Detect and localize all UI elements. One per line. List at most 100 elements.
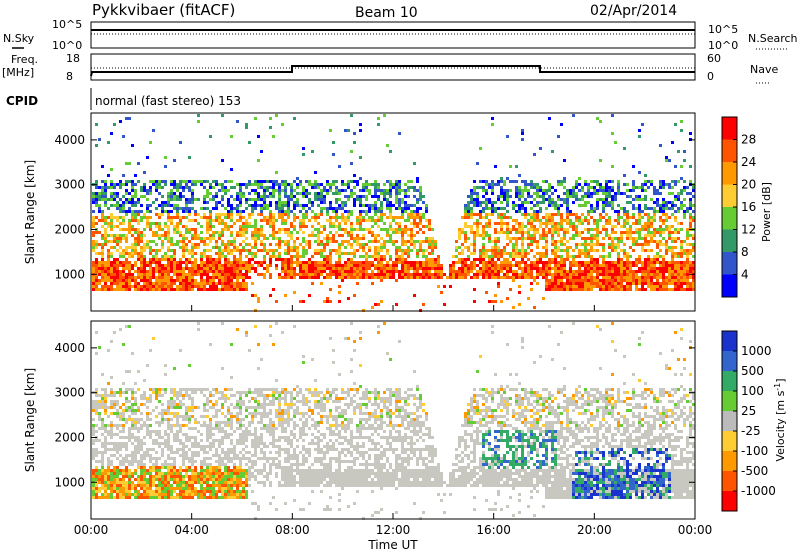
power-cell (107, 234, 110, 237)
power-cell (623, 231, 626, 234)
power-cell (539, 186, 542, 189)
power-cell (335, 186, 338, 189)
power-cell (551, 273, 554, 276)
power-cell (527, 264, 530, 267)
power-cell (410, 243, 413, 246)
power-cell (602, 282, 605, 285)
power-cell (437, 273, 440, 276)
velocity-cell (101, 469, 104, 472)
power-cell (566, 252, 569, 255)
power-cell (431, 252, 434, 255)
power-cell (551, 234, 554, 237)
velocity-cell (134, 424, 137, 427)
power-cell (557, 279, 560, 282)
power-cell (686, 228, 689, 231)
power-cell (167, 234, 170, 237)
power-cell (407, 204, 410, 207)
power-cell (188, 213, 191, 216)
power-cell (194, 183, 197, 186)
power-cell (680, 189, 683, 192)
power-cell (677, 279, 680, 282)
power-cell (422, 195, 425, 198)
power-cell (233, 207, 236, 210)
power-cell (500, 219, 503, 222)
power-cell (521, 249, 524, 252)
power-cell (473, 222, 476, 225)
power-cell (383, 189, 386, 192)
power-cell (641, 216, 644, 219)
power-cell (374, 255, 377, 258)
power-cell (560, 276, 563, 279)
power-cell (224, 189, 227, 192)
power-cell (515, 189, 518, 192)
power-cell (593, 270, 596, 273)
power-cell (614, 279, 617, 282)
power-cell (590, 264, 593, 267)
power-cell (173, 255, 176, 258)
power-cell (287, 267, 290, 270)
power-cell (116, 279, 119, 282)
power-cell (125, 285, 128, 288)
power-cell (236, 276, 239, 279)
power-cell (281, 261, 284, 264)
power-cell (308, 201, 311, 204)
power-cell (137, 258, 140, 261)
power-cell (608, 252, 611, 255)
power-cell (413, 267, 416, 270)
power-cell (176, 225, 179, 228)
power-cell (692, 186, 695, 189)
velocity-cell (101, 451, 104, 454)
velocity-cell (95, 412, 98, 415)
power-cell (191, 255, 194, 258)
power-cell (464, 204, 467, 207)
power-cell (614, 264, 617, 267)
velocity-cell (107, 442, 110, 445)
power-cell (191, 219, 194, 222)
power-cell (476, 225, 479, 228)
power-cell (569, 213, 572, 216)
power-cell (404, 225, 407, 228)
power-cell (215, 201, 218, 204)
power-cell (113, 216, 116, 219)
power-cell (140, 258, 143, 261)
power-cell (611, 261, 614, 264)
power-cell (674, 267, 677, 270)
power-cell (683, 273, 686, 276)
power-cell (581, 249, 584, 252)
velocity-cell (125, 325, 128, 328)
power-cell (524, 183, 527, 186)
power-cell (662, 210, 665, 213)
power-cell (518, 237, 521, 240)
power-cell (122, 195, 125, 198)
power-cell (671, 231, 674, 234)
power-cell (485, 204, 488, 207)
power-cell (155, 285, 158, 288)
power-cell (503, 183, 506, 186)
power-cell (611, 186, 614, 189)
power-cell (425, 270, 428, 273)
power-cell (656, 228, 659, 231)
power-cell (149, 186, 152, 189)
power-cell (257, 135, 260, 138)
power-cell (227, 204, 230, 207)
power-cell (551, 231, 554, 234)
power-cell (491, 201, 494, 204)
power-cell (488, 225, 491, 228)
power-cell (110, 180, 113, 183)
power-cell (617, 243, 620, 246)
power-cell (149, 240, 152, 243)
velocity-cell (122, 424, 125, 427)
power-cell (506, 198, 509, 201)
power-cell (377, 225, 380, 228)
power-cell (308, 198, 311, 201)
power-cell (536, 204, 539, 207)
power-cell (197, 267, 200, 270)
power-cell (545, 180, 548, 183)
power-cell (116, 240, 119, 243)
power-cell (608, 285, 611, 288)
power-cell (98, 192, 101, 195)
power-cell (425, 237, 428, 240)
power-cell (467, 210, 470, 213)
power-cell (629, 231, 632, 234)
power-cell (335, 198, 338, 201)
